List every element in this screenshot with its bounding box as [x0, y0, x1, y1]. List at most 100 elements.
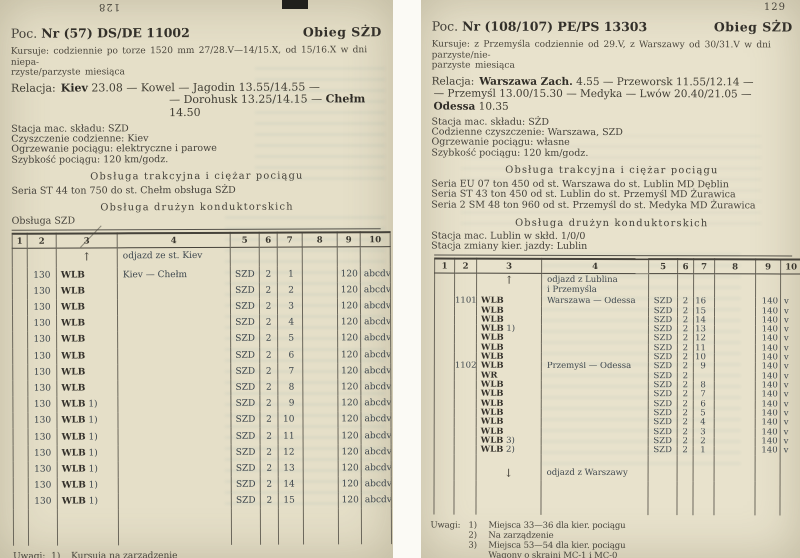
table-cell: [303, 492, 339, 509]
uwagi-text: Na zarządzenie: [488, 531, 554, 542]
page-right: 129 Poc. Nr (108/107) PE/PS 13303 Obieg …: [421, 0, 800, 558]
table-cell: [303, 460, 339, 477]
table-cell: [117, 298, 231, 316]
table-cell: [541, 427, 649, 437]
table-cell: SZD: [231, 476, 261, 494]
table-cell: [541, 436, 649, 447]
table-cell: [454, 399, 477, 409]
seria-line: Seria 2 SM 48 ton 960 od st. Przemyśl do…: [431, 199, 756, 212]
table-cell: [541, 418, 649, 428]
table-cell: WLB: [56, 347, 118, 365]
table-cell: [230, 247, 260, 267]
table-cell: [434, 389, 455, 400]
table-cell: [434, 324, 455, 334]
table-cell: [434, 408, 455, 418]
table-cell: [117, 395, 231, 413]
uwagi-text: Kursują na zarządzenie: [71, 551, 178, 558]
table-cell: [434, 333, 455, 344]
table-cell: 1101: [454, 296, 477, 307]
table-cell: 120: [338, 492, 362, 509]
table-cell: [454, 417, 477, 428]
column-header: 4: [117, 233, 231, 249]
table-cell: 1: [277, 266, 303, 283]
column-header: 6: [259, 233, 278, 248]
table-cell: [13, 429, 29, 446]
table-cell: 140: [755, 362, 781, 373]
table-cell: [714, 273, 756, 298]
table-cell: 14: [278, 476, 304, 493]
table-cell: 11: [278, 428, 304, 445]
table-cell: SZD: [230, 379, 260, 396]
table-cell: SZD: [648, 334, 678, 344]
table-cell: 2: [677, 446, 694, 456]
table-cell: [434, 296, 455, 307]
table-cell: v: [780, 400, 800, 410]
table-cell: 4: [693, 418, 715, 428]
table-cell: 120: [338, 476, 362, 493]
table-cell: SZD: [648, 399, 678, 410]
seria-block: Seria ST 44 ton 750 do st. Chełm obsługa…: [11, 185, 382, 197]
table-cell: 2: [677, 353, 694, 363]
table-cell: [260, 509, 279, 546]
table-cell: [434, 399, 455, 409]
table-cell: [541, 371, 649, 382]
table-cell: [13, 461, 29, 478]
column-header: 7: [277, 232, 303, 248]
table-cell: SZD: [648, 297, 678, 307]
table-cell: 6: [277, 347, 303, 364]
table-cell: 120: [337, 363, 361, 380]
table-cell: 120: [338, 460, 362, 477]
train-title: Poc. Nr (57) DS/DE 11002: [11, 25, 190, 41]
table-cell: [677, 455, 694, 482]
table-cell: [541, 399, 649, 410]
table-cell: 120: [337, 411, 362, 428]
table-cell: [13, 493, 29, 511]
table-cell: [454, 445, 477, 456]
table-cell: [714, 362, 756, 373]
table-cell: v: [780, 409, 800, 419]
table-cell: [454, 306, 477, 316]
origin-station: Warszawa Zach.: [479, 75, 573, 88]
table-row: 130 WLB 1) SZD 2 12 120 abcdv: [13, 443, 392, 462]
stacja-line: Stacja zmiany kier. jazdy: Lublin: [431, 240, 588, 252]
table-cell: [433, 480, 455, 516]
table-cell: [302, 411, 339, 429]
table-cell: 120: [337, 379, 361, 396]
uwagi-text: Wagony o skrajni MC-1 i MC-0: [488, 551, 618, 558]
table-cell: [13, 477, 29, 495]
table-row: 130 WLB 1) SZD 2 13 120 abcdv: [13, 459, 392, 478]
table-cell: 2: [677, 362, 694, 372]
relacja-text: 10.35: [475, 100, 509, 113]
table-cell: [12, 396, 28, 414]
table-cell: v: [780, 437, 800, 447]
table-cell: 12: [693, 334, 715, 344]
table-cell: WLB 1): [57, 428, 119, 446]
train-number: Nr (57) DS/DE 11002: [41, 25, 190, 41]
table-cell: [714, 353, 756, 363]
table-cell: WLB: [56, 364, 118, 381]
table-cell: v: [780, 353, 800, 363]
column-header: 10: [360, 232, 391, 248]
table-cell: WLB: [476, 417, 542, 428]
table-cell: 2: [259, 282, 278, 299]
table-cell: 130: [27, 315, 57, 333]
table-cell: [278, 508, 304, 546]
table-cell: [714, 455, 756, 482]
table-cell: WLB 1): [476, 324, 542, 335]
table-cell: WLB: [56, 380, 118, 397]
table-cell: [541, 324, 649, 335]
table-cell: [28, 510, 58, 547]
table-cell: [714, 343, 756, 354]
column-header: 1: [12, 234, 28, 249]
table-cell: 2: [259, 363, 278, 380]
info-line: Szybkość pociągu: 120 km/godz.: [11, 153, 169, 166]
table-cell: [540, 481, 649, 516]
table-cell: [714, 372, 756, 382]
table-cell: v: [780, 325, 800, 335]
table-cell: abcdv: [360, 379, 391, 396]
table-cell: 15: [693, 306, 715, 317]
table-cell: WLB 1): [57, 461, 119, 478]
table-cell: [434, 306, 455, 316]
